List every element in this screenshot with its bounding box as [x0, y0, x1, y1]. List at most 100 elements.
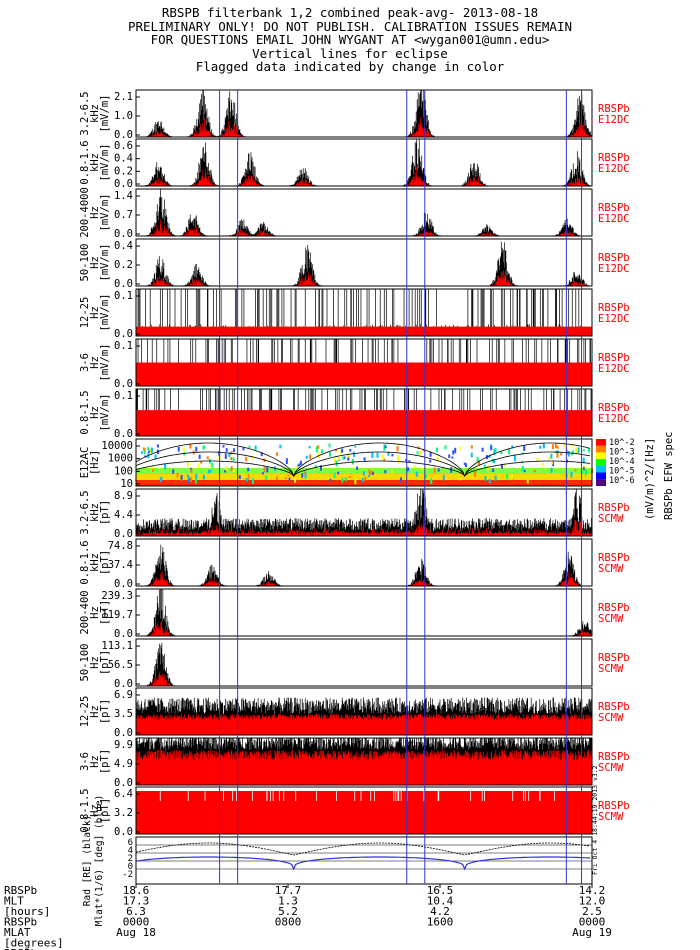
spectrogram-pixel	[349, 448, 352, 452]
instrument-tag: RBSPb	[598, 302, 630, 314]
spectrogram-pixel	[222, 445, 225, 448]
spectrogram-pixel	[142, 447, 145, 451]
panel-frame	[135, 687, 593, 736]
y-axis-label: E12AC[Hz]	[79, 447, 101, 479]
mlat-curve	[135, 856, 591, 871]
spectrogram-pixel	[405, 459, 408, 462]
spectrogram-pixel	[225, 448, 228, 452]
y-axis-label: 12-25Hz[mV/m]	[79, 294, 111, 332]
panel-frame	[135, 388, 593, 437]
spectrogram-pixel	[450, 467, 453, 473]
spectrogram-pixel	[513, 455, 516, 462]
instrument-tag: RBSPb	[598, 152, 630, 164]
spectrogram-pixel	[541, 462, 544, 466]
spectrogram-pixel	[536, 457, 539, 461]
y-tick-label: 0.0	[114, 178, 133, 190]
title-line: PRELIMINARY ONLY! DO NOT PUBLISH. CALIBR…	[127, 18, 572, 34]
panel-frame	[135, 138, 593, 187]
instrument-tag: E12DC	[598, 313, 630, 325]
spectrogram-pixel	[224, 469, 227, 473]
panel-b3	[135, 588, 593, 637]
panel-e6	[135, 338, 593, 387]
x-axis-row-label: MLT	[4, 895, 24, 908]
spectrogram-pixel	[314, 465, 317, 468]
spectrogram-pixel	[211, 462, 214, 468]
panel-spec	[135, 438, 606, 487]
instrument-tag: SCMW	[598, 613, 624, 625]
spectrogram-pixel	[383, 444, 386, 450]
spectrogram-pixel	[556, 452, 559, 458]
y-axis-label-line: Hz	[89, 705, 101, 718]
y-tick-label: 0.1	[114, 390, 133, 402]
spectrogram-pixel	[354, 478, 357, 485]
panel-b4	[135, 638, 593, 687]
spectrogram-pixel	[494, 475, 497, 481]
spectrogram-pixel	[459, 446, 462, 450]
spectrogram-pixel	[451, 456, 454, 459]
spectrogram-pixel	[195, 473, 198, 480]
spectrogram-pixel	[570, 451, 573, 456]
panel-frame	[135, 836, 593, 885]
spectrogram-pixel	[539, 445, 542, 449]
y-axis-label-line: [pT]	[99, 699, 111, 724]
x-axis-row-label: [degrees]	[4, 937, 64, 950]
average-fill	[136, 791, 592, 834]
colorbar-tick: 10^-5	[609, 467, 635, 477]
x-axis-row-label: RBSPb	[4, 947, 37, 950]
y-tick-label: 6	[128, 838, 133, 848]
y-axis-label-line: [pT]	[99, 550, 111, 575]
y-axis-label: 3.2-6.5kHz[mV/m]	[79, 91, 111, 135]
spectrogram-pixel	[554, 443, 557, 449]
spectrogram-pixel	[459, 478, 462, 481]
spectrogram-pixel	[288, 477, 291, 481]
y-axis-label: 50-100Hz[mV/m]	[79, 244, 111, 282]
spectrogram-pixel	[337, 471, 340, 475]
y-tick-label: 0.0	[114, 428, 133, 440]
panel-e1	[135, 89, 593, 138]
y-tick-label: 3.2	[114, 807, 133, 819]
spectrogram-pixel	[344, 477, 347, 481]
spectrogram-pixel	[265, 475, 268, 480]
spectrogram-pixel	[396, 446, 399, 452]
spectrogram-pixel	[493, 449, 496, 455]
spectrogram-pixel	[381, 454, 384, 460]
y-tick-label: 0.2	[114, 259, 133, 271]
gyrofrequency-curve	[135, 442, 591, 478]
spectrogram-pixel	[148, 450, 151, 453]
spectrogram-pixel	[140, 451, 143, 454]
spectrogram-pixel	[284, 476, 287, 479]
colorbar	[596, 439, 606, 486]
y-axis-label-line: 3.2-6.5	[79, 490, 91, 534]
spectrogram-pixel	[368, 474, 371, 477]
spectrogram-pixel	[433, 467, 436, 474]
y-axis-label-line: 200-4000	[79, 187, 91, 238]
peak-trace	[135, 588, 593, 636]
x-axis-value: 5.2	[278, 905, 298, 918]
colorbar-tick: 10^-3	[609, 448, 635, 458]
y-tick-label: 0.0	[114, 678, 133, 690]
spectrogram-pixel	[408, 460, 411, 463]
spectrogram-pixel	[337, 457, 340, 461]
instrument-tag: RBSPb	[598, 352, 630, 364]
x-axis-row-label: RBSPb	[4, 884, 37, 897]
y-tick-label: 0.0	[114, 826, 133, 838]
spectrogram-pixel	[574, 448, 577, 455]
instrument-tag: RBSPb	[598, 751, 630, 763]
spectrogram-pixel	[370, 470, 373, 476]
y-axis-label-line: Hz	[89, 406, 101, 419]
colorbar-tick: 10^-6	[609, 476, 635, 486]
instrument-tag: E12DC	[598, 263, 630, 275]
spectrogram-pixel	[551, 462, 554, 465]
y-tick-label: 74.8	[108, 540, 133, 552]
instrument-tag: E12DC	[598, 213, 630, 225]
spectrogram-pixel	[521, 466, 524, 472]
y-axis-label-line: 3-6	[79, 752, 91, 771]
title-line: Flagged data indicated by change in colo…	[195, 59, 505, 74]
instrument-tag: RBSPb	[598, 402, 630, 414]
spectrogram-pixel	[372, 471, 375, 475]
y-axis-label-line: [mV/m]	[99, 194, 111, 232]
spectrogram-pixel	[511, 474, 514, 480]
spectrogram-pixel	[361, 477, 364, 483]
panel-frame	[135, 438, 593, 487]
spectrogram-pixel	[177, 446, 180, 452]
